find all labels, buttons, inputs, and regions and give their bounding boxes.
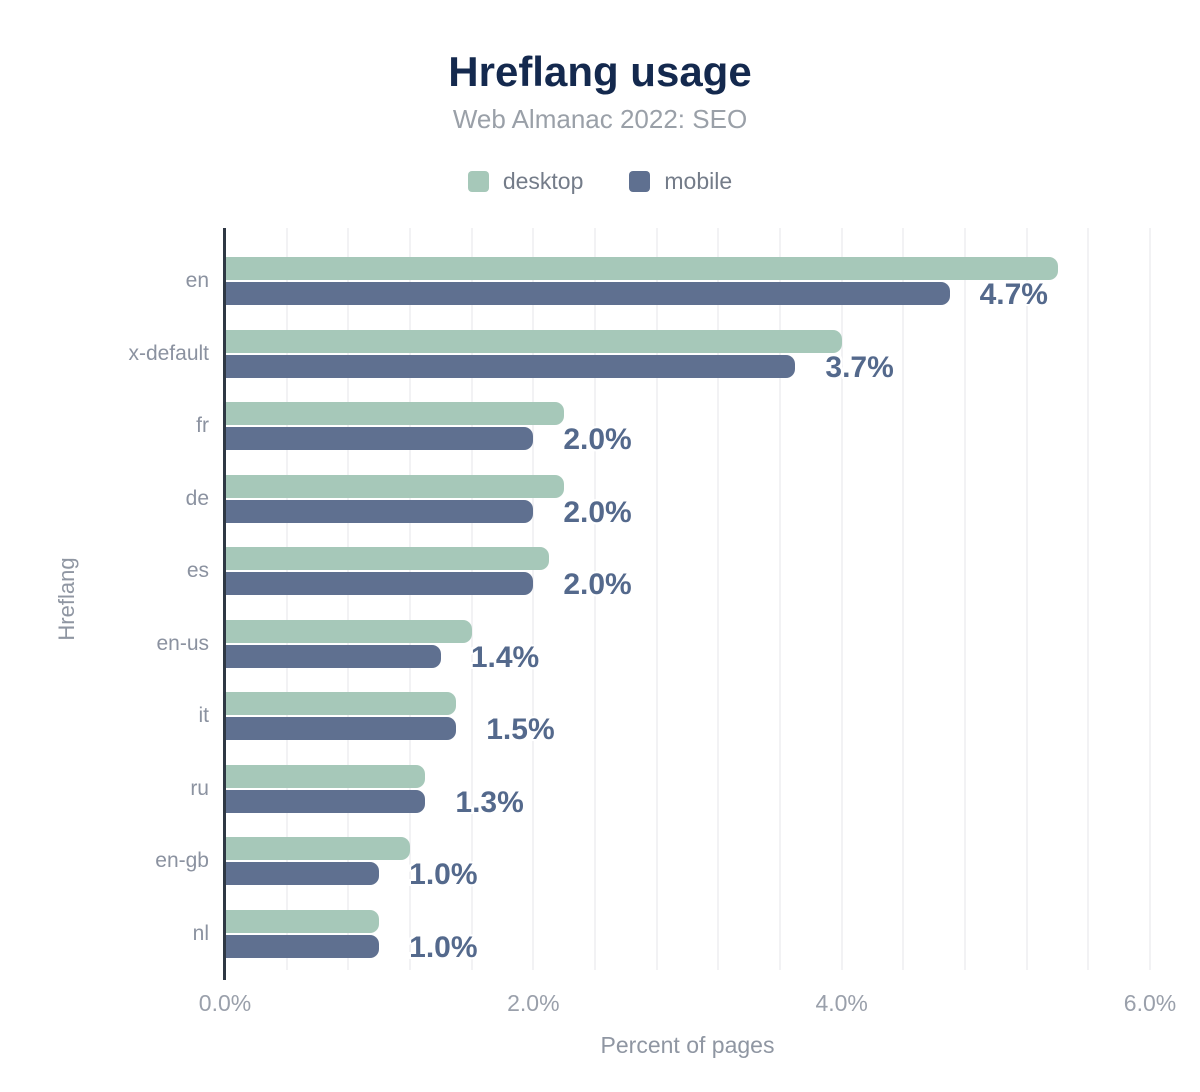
legend-swatch-mobile <box>629 171 651 192</box>
bar-group-en: en 4.7% <box>186 245 1150 318</box>
legend-item-desktop[interactable]: desktop <box>467 168 584 195</box>
x-axis-title: Percent of pages <box>600 1032 775 1058</box>
bar-group-it: it 1.5% <box>199 680 1150 753</box>
y-axis-title: Hreflang <box>54 557 79 641</box>
bar-mobile-en-us[interactable] <box>225 644 441 668</box>
bar-group-x-default: x-default 3.7% <box>128 318 1150 391</box>
gridline <box>840 228 843 970</box>
bar-mobile-it[interactable] <box>225 717 457 740</box>
gridline <box>347 228 350 970</box>
value-label: 1.4% <box>470 640 540 674</box>
gridline <box>902 228 905 970</box>
value-label: 2.0% <box>563 568 632 601</box>
gridline <box>285 228 288 970</box>
bar-group-de: de 2.0% <box>186 463 1150 536</box>
x-tick-label: 2.0% <box>507 990 560 1016</box>
legend-label: desktop <box>502 168 584 194</box>
gridline <box>964 228 966 970</box>
bar-group-es: es 2.0% <box>187 535 1150 608</box>
gridline <box>717 228 720 970</box>
category-label: nl <box>192 921 209 945</box>
chart-subtitle: Web Almanac 2022: SEO <box>452 104 748 134</box>
x-axis-ticks: 0.0% 2.0% 4.0% 6.0% <box>199 990 1176 1020</box>
bar-desktop-en-gb[interactable] <box>225 837 410 860</box>
legend-item-mobile[interactable]: mobile <box>629 168 732 195</box>
bar-desktop-es[interactable] <box>225 547 549 570</box>
bar-desktop-de[interactable] <box>225 474 565 498</box>
bar-mobile-en-gb[interactable] <box>225 862 380 885</box>
category-label: de <box>185 486 209 510</box>
bar-mobile-de[interactable] <box>225 499 534 523</box>
category-label: en-us <box>156 631 209 655</box>
bar-group-ru: ru 1.3% <box>190 753 1150 826</box>
x-tick-label: 6.0% <box>1123 990 1177 1016</box>
bar-desktop-ru[interactable] <box>225 764 426 788</box>
value-label: 1.0% <box>409 858 478 891</box>
value-label: 2.0% <box>563 495 632 529</box>
category-label: en <box>185 269 209 292</box>
legend: desktop mobile <box>0 168 1200 195</box>
category-label: x-default <box>128 341 209 365</box>
bar-desktop-it[interactable] <box>225 692 457 715</box>
gridline <box>409 228 411 970</box>
gridline <box>532 228 535 970</box>
y-axis-line <box>223 228 226 980</box>
value-label: 3.7% <box>825 350 894 384</box>
value-label: 4.7% <box>979 278 1048 311</box>
category-label: ru <box>190 776 209 800</box>
value-label: 1.0% <box>409 930 478 964</box>
category-label: es <box>186 559 209 582</box>
legend-swatch-desktop <box>467 171 489 192</box>
x-tick-label: 0.0% <box>198 990 252 1016</box>
category-label: fr <box>196 414 209 437</box>
bar-group-nl: nl 1.0% <box>193 898 1150 971</box>
category-label: it <box>198 704 210 727</box>
bar-mobile-fr[interactable] <box>225 427 534 450</box>
bar-mobile-nl[interactable] <box>225 934 380 958</box>
gridline <box>1087 228 1090 970</box>
gridline <box>655 228 658 970</box>
bar-mobile-en[interactable] <box>225 282 950 305</box>
value-label: 2.0% <box>563 423 632 456</box>
gridline <box>779 228 781 970</box>
value-label: 1.5% <box>486 713 555 746</box>
bar-desktop-en[interactable] <box>225 257 1058 280</box>
chart-title: Hreflang usage <box>448 48 752 95</box>
plot-area: en 4.7% x-default 3.7% fr 2.0% de 2.0% es 2.0% en-… <box>128 228 1151 971</box>
bar-group-en-gb: en-gb 1.0% <box>155 825 1150 898</box>
bar-group-en-us: en-us 1.4% <box>156 608 1150 681</box>
bar-desktop-fr[interactable] <box>225 402 565 425</box>
legend-label: mobile <box>664 168 733 194</box>
gridline <box>470 228 473 970</box>
bar-mobile-x-default[interactable] <box>225 354 796 378</box>
bar-desktop-nl[interactable] <box>225 909 380 933</box>
gridline <box>594 228 596 970</box>
bar-desktop-en-us[interactable] <box>225 619 472 643</box>
bar-mobile-ru[interactable] <box>225 789 426 813</box>
value-label: 1.3% <box>455 785 524 819</box>
bar-mobile-es[interactable] <box>225 572 534 595</box>
gridline <box>1149 228 1151 970</box>
gridline <box>1025 228 1028 970</box>
x-tick-label: 4.0% <box>815 990 868 1016</box>
bar-desktop-x-default[interactable] <box>225 329 842 353</box>
category-label: en-gb <box>155 849 209 872</box>
bar-group-fr: fr 2.0% <box>196 390 1150 463</box>
